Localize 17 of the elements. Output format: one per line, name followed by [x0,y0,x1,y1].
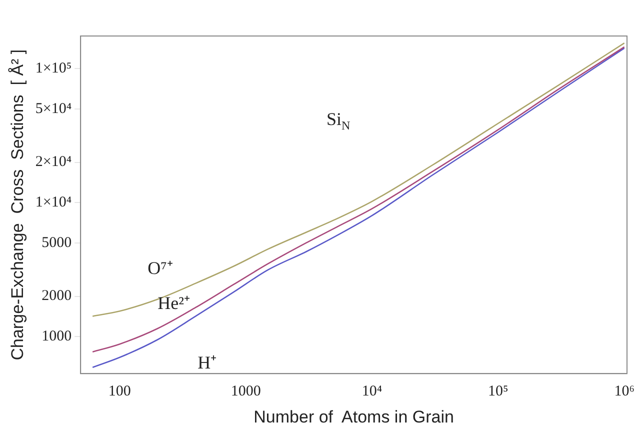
y-tick-label: 1×10⁵ [35,60,72,77]
y-tick-label: 1×10⁴ [35,194,72,211]
y-tick-label: 2×10⁴ [35,154,72,170]
y-axis-title: Charge-Exchange Cross Sections [ Å² ] [8,49,27,360]
y-tick-label: 5000 [42,234,72,251]
x-tick-label: 100 [108,384,131,400]
x-tick-label: 10⁶ [614,384,634,400]
y-tick-label: 2000 [42,288,72,304]
x-tick-label: 1000 [230,384,261,400]
x-tick-label: 10⁵ [488,384,508,400]
series-label: H⁺ [198,352,217,372]
x-tick-label: 10⁴ [362,384,382,400]
x-axis-title: Number of Atoms in Grain [254,407,454,426]
y-tick-label: 5×10⁴ [35,100,72,117]
series-label: O⁷⁺ [148,258,173,278]
series-label: He²⁺ [158,293,190,314]
y-tick-label: 1000 [42,328,72,345]
